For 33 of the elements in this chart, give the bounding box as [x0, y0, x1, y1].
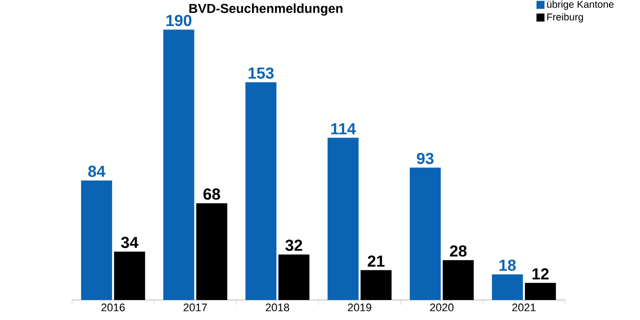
bar [114, 252, 146, 300]
bar [196, 203, 228, 300]
data-label: 32 [285, 240, 302, 251]
bar [410, 168, 441, 300]
bar [278, 254, 310, 300]
data-label: 34 [121, 236, 138, 248]
bar [81, 180, 112, 300]
data-label: 190 [166, 14, 192, 26]
bar [492, 274, 523, 300]
x-tick-label: 2018 [266, 304, 290, 312]
bar [163, 30, 194, 300]
bar [245, 82, 276, 300]
data-label: 28 [450, 245, 467, 257]
bar [524, 282, 556, 300]
bar [328, 138, 359, 300]
data-label: 68 [203, 188, 220, 200]
data-label: 18 [500, 260, 516, 271]
data-label: 21 [368, 255, 384, 267]
x-tick-label: 2021 [512, 304, 536, 312]
bar [442, 260, 474, 300]
data-label: 84 [88, 166, 106, 177]
data-label: 93 [416, 152, 434, 164]
bar [360, 270, 392, 300]
legend-label: übrige Kantone [547, 0, 614, 10]
data-label: 12 [532, 268, 549, 280]
x-tick-label: 2016 [101, 304, 125, 312]
chart-title: BVD-Seuchenmeldungen [189, 4, 342, 16]
legend-label: Freiburg [547, 13, 583, 22]
x-tick-label: 2020 [430, 304, 454, 312]
x-tick-label: 2017 [184, 304, 207, 312]
data-label: 114 [331, 123, 356, 134]
x-tick-label: 2019 [348, 304, 372, 312]
data-label: 153 [248, 67, 274, 79]
